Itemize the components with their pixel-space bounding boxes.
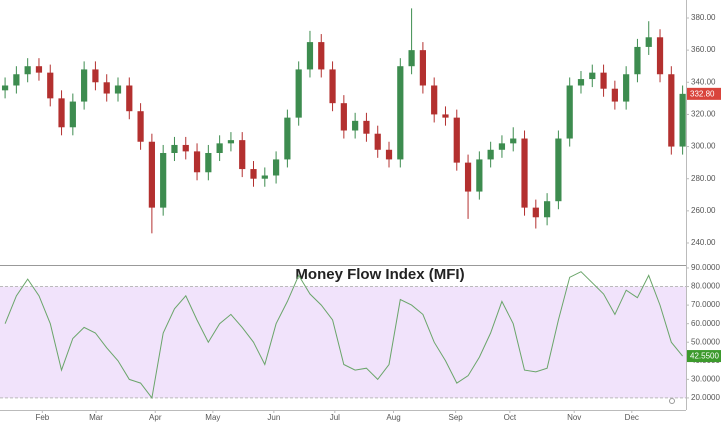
candle-body bbox=[589, 72, 596, 80]
candle-body bbox=[1, 85, 9, 91]
band bbox=[0, 286, 686, 398]
candle-body bbox=[250, 169, 257, 179]
x-tick-label: May bbox=[205, 413, 220, 422]
candle-body bbox=[555, 138, 562, 202]
last-value-box bbox=[687, 87, 721, 100]
candle-body bbox=[544, 201, 551, 218]
x-tick-label: Dec bbox=[625, 413, 639, 422]
x-tick-label: Apr bbox=[149, 413, 162, 422]
candle-body bbox=[306, 42, 314, 70]
x-tick-label: Feb bbox=[35, 413, 49, 422]
candle-body bbox=[634, 46, 641, 75]
last-value-label: 42.5500 bbox=[690, 352, 719, 361]
y-tick-label: 20.0000 bbox=[691, 393, 720, 402]
candle-body bbox=[318, 42, 325, 70]
candle-body bbox=[532, 207, 539, 218]
candle-body bbox=[205, 152, 212, 173]
candle-body bbox=[295, 69, 302, 118]
candle-body bbox=[103, 82, 110, 94]
candle-body bbox=[261, 175, 268, 179]
candle-body bbox=[611, 88, 618, 102]
candle-body bbox=[47, 72, 54, 99]
y-tick-label: 260.00 bbox=[691, 206, 716, 215]
candle-body bbox=[408, 50, 415, 67]
y-tick-label: 280.00 bbox=[691, 174, 716, 183]
y-tick-label: 90.0000 bbox=[691, 263, 720, 272]
candle-body bbox=[397, 66, 404, 160]
candle-body bbox=[284, 117, 291, 160]
y-tick-label: 320.00 bbox=[691, 110, 716, 119]
candle-body bbox=[442, 114, 449, 118]
x-tick-label: Aug bbox=[386, 413, 400, 422]
settings-icon[interactable] bbox=[669, 398, 675, 404]
candle-body bbox=[645, 37, 652, 47]
x-tick-label: Mar bbox=[89, 413, 103, 422]
candle-body bbox=[374, 133, 381, 150]
candle-body bbox=[464, 162, 472, 192]
candle-body bbox=[340, 103, 347, 131]
candle-body bbox=[160, 152, 167, 208]
candle-body bbox=[521, 138, 528, 208]
y-tick-label: 80.0000 bbox=[691, 282, 720, 291]
candle-body bbox=[272, 159, 280, 176]
candle-body bbox=[623, 74, 630, 102]
candle-body bbox=[498, 143, 506, 150]
candle-body bbox=[137, 111, 144, 142]
candle-body bbox=[171, 144, 178, 153]
candle-body bbox=[126, 85, 133, 112]
candle-body bbox=[431, 85, 438, 115]
candle-body bbox=[114, 85, 122, 94]
candle-body bbox=[668, 74, 675, 147]
candle-body bbox=[363, 120, 370, 134]
candle-body bbox=[453, 117, 460, 163]
last-value-label: 332.80 bbox=[690, 89, 715, 98]
y-tick-label: 340.00 bbox=[691, 77, 716, 86]
candle-body bbox=[679, 93, 686, 147]
candle-body bbox=[239, 140, 246, 170]
candle-body bbox=[58, 98, 65, 128]
candle-body bbox=[193, 151, 201, 173]
candle-body bbox=[577, 79, 585, 86]
candle-body bbox=[600, 72, 607, 89]
y-tick-label: 300.00 bbox=[691, 142, 716, 151]
mfi-line bbox=[4, 271, 683, 400]
y-tick-label: 240.00 bbox=[691, 238, 716, 247]
y-tick-label: 50.0000 bbox=[691, 337, 720, 346]
candle-body bbox=[487, 149, 494, 160]
candle-body bbox=[227, 140, 235, 144]
last-value-box bbox=[687, 350, 721, 363]
candle-body bbox=[510, 138, 517, 144]
y-tick-label: 30.0000 bbox=[691, 374, 720, 383]
candle-body bbox=[24, 66, 31, 75]
x-tick-label: Jul bbox=[330, 413, 340, 422]
candle-body bbox=[92, 69, 99, 83]
y-tick-label: 360.00 bbox=[691, 45, 716, 54]
y-tick-label: 60.0000 bbox=[691, 319, 720, 328]
candle-body bbox=[69, 101, 76, 128]
candle-body bbox=[419, 50, 426, 86]
candle-body bbox=[656, 37, 664, 75]
candle-body bbox=[35, 66, 43, 73]
candle-body bbox=[476, 159, 483, 192]
candle-body bbox=[148, 141, 155, 208]
y-tick-label: 70.0000 bbox=[691, 300, 720, 309]
candle-body bbox=[385, 149, 393, 160]
candle-body bbox=[352, 120, 359, 131]
y-tick-label: 380.00 bbox=[691, 13, 716, 22]
candle-body bbox=[13, 74, 20, 86]
candle-body bbox=[182, 144, 189, 152]
x-tick-label: Jun bbox=[267, 413, 280, 422]
candle-body bbox=[566, 85, 573, 139]
x-tick-label: Sep bbox=[449, 413, 464, 422]
x-tick-label: Oct bbox=[504, 413, 517, 422]
candle-body bbox=[81, 69, 88, 102]
candle-body bbox=[216, 143, 223, 153]
candle-body bbox=[329, 69, 336, 104]
panel-title: Money Flow Index (MFI) bbox=[295, 266, 464, 283]
x-tick-label: Nov bbox=[567, 413, 581, 422]
